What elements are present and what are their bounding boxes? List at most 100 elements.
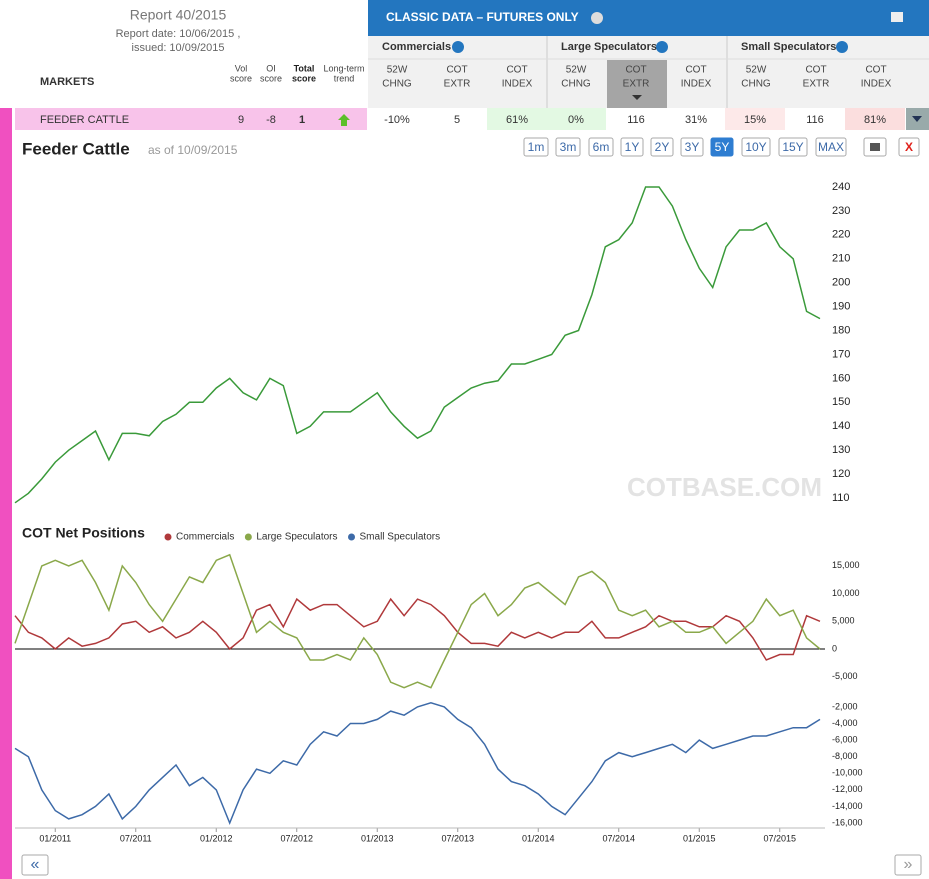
range-button[interactable] <box>778 137 808 157</box>
group-name: Large Speculators <box>561 41 657 53</box>
x-tick-label: 01/2013 <box>361 833 394 843</box>
column-header[interactable]: COT <box>446 65 467 76</box>
cell-bg <box>606 108 666 130</box>
column-header[interactable]: CHNG <box>382 79 412 90</box>
y-tick-label: 240 <box>832 181 850 193</box>
legend-label[interactable]: Large Speculators <box>256 532 337 543</box>
column-header[interactable]: COT <box>865 65 886 76</box>
y-tick-label: 110 <box>832 492 850 504</box>
column-header[interactable]: 52W <box>746 65 767 76</box>
y-tick-label: -5,000 <box>832 671 858 681</box>
legend-marker[interactable] <box>164 533 172 541</box>
column-header[interactable]: INDEX <box>502 79 533 90</box>
column-header[interactable]: INDEX <box>861 79 892 90</box>
column-header[interactable]: 52W <box>566 65 587 76</box>
range-button[interactable] <box>680 137 704 157</box>
group-name: Commercials <box>382 41 451 53</box>
range-button[interactable] <box>710 137 734 157</box>
column-header[interactable]: COT <box>506 65 527 76</box>
column-header[interactable]: CHNG <box>561 79 591 90</box>
range-label[interactable]: 15Y <box>782 140 803 154</box>
help-icon[interactable] <box>836 41 848 53</box>
y-tick-label: -6,000 <box>832 734 858 744</box>
series-line <box>14 597 821 661</box>
cell-value: -10% <box>384 114 410 126</box>
range-label[interactable]: 5Y <box>715 140 730 154</box>
help-icon[interactable] <box>656 41 668 53</box>
range-label[interactable]: 6m <box>593 140 610 154</box>
range-button[interactable] <box>650 137 674 157</box>
cell-bg <box>427 108 487 130</box>
market-name[interactable]: FEEDER CATTLE <box>40 114 129 126</box>
cell-value: 116 <box>806 114 824 126</box>
header: score <box>260 73 282 83</box>
help-icon[interactable] <box>452 41 464 53</box>
column-header[interactable]: EXTR <box>444 79 471 90</box>
close-label[interactable]: X <box>905 140 913 154</box>
nav-next-label[interactable]: » <box>904 856 913 873</box>
cell-bg <box>367 108 427 130</box>
cell-bg <box>725 108 785 130</box>
group-name: Small Speculators <box>741 41 836 53</box>
range-button[interactable] <box>523 137 549 157</box>
nav-prev-label[interactable]: « <box>31 856 40 873</box>
range-label[interactable]: 10Y <box>745 140 766 154</box>
y-tick-label: 160 <box>832 372 850 384</box>
range-label[interactable]: 3m <box>560 140 577 154</box>
column-header[interactable]: COT <box>685 65 706 76</box>
markets-header: MARKETS <box>40 76 94 88</box>
y-tick-label: 10,000 <box>832 588 860 598</box>
range-label[interactable]: MAX <box>818 140 844 154</box>
side-bar <box>0 108 12 879</box>
watermark: COTBASE.COM <box>627 472 822 502</box>
range-label[interactable]: 1Y <box>625 140 640 154</box>
legend-marker[interactable] <box>244 533 252 541</box>
column-header[interactable]: COT <box>625 65 646 76</box>
header: Long-term <box>323 63 364 73</box>
x-tick-label: 01/2011 <box>39 833 71 843</box>
close-button[interactable] <box>898 137 920 157</box>
header: OI <box>266 63 276 73</box>
column-header[interactable]: 52W <box>387 65 408 76</box>
range-label[interactable]: 3Y <box>685 140 700 154</box>
legend-label[interactable]: Small Speculators <box>360 532 441 543</box>
y-tick-label: -2,000 <box>832 701 858 711</box>
x-tick-label: 07/2011 <box>120 833 152 843</box>
cell-value: 61% <box>506 114 528 126</box>
column-header[interactable]: INDEX <box>681 79 712 90</box>
legend-marker[interactable] <box>348 533 356 541</box>
y-tick-label: 200 <box>832 277 850 289</box>
range-button[interactable] <box>815 137 847 157</box>
y-tick-label: 15,000 <box>832 560 860 570</box>
y-tick-label: -8,000 <box>832 751 858 761</box>
column-header[interactable]: COT <box>805 65 826 76</box>
range-button[interactable] <box>555 137 581 157</box>
range-label[interactable]: 2Y <box>655 140 670 154</box>
row-bg[interactable] <box>15 108 368 130</box>
range-button[interactable] <box>741 137 771 157</box>
y-tick-label: -10,000 <box>832 768 863 778</box>
panel-header <box>368 0 929 36</box>
legend-label[interactable]: Commercials <box>176 532 234 543</box>
series-line <box>14 553 821 689</box>
x-tick-label: 01/2012 <box>200 833 233 843</box>
nav-next[interactable] <box>894 854 922 876</box>
column-header[interactable]: EXTR <box>803 79 830 90</box>
range-button[interactable] <box>588 137 614 157</box>
cell-bg <box>666 108 726 130</box>
column-header[interactable]: EXTR <box>623 79 650 90</box>
cell-value: 15% <box>744 114 766 126</box>
range-label[interactable]: 1m <box>528 140 545 154</box>
y-tick-label: 130 <box>832 444 850 456</box>
column-header[interactable]: CHNG <box>741 79 771 90</box>
y-tick-label: 210 <box>832 253 850 265</box>
nav-prev[interactable] <box>21 854 49 876</box>
range-button[interactable] <box>620 137 644 157</box>
y-tick-label: 140 <box>832 420 850 432</box>
print-icon[interactable] <box>891 12 903 22</box>
help-icon[interactable] <box>591 12 603 24</box>
print-glyph <box>870 143 880 151</box>
cell-value: 31% <box>685 114 707 126</box>
y-tick-label: -14,000 <box>832 801 863 811</box>
